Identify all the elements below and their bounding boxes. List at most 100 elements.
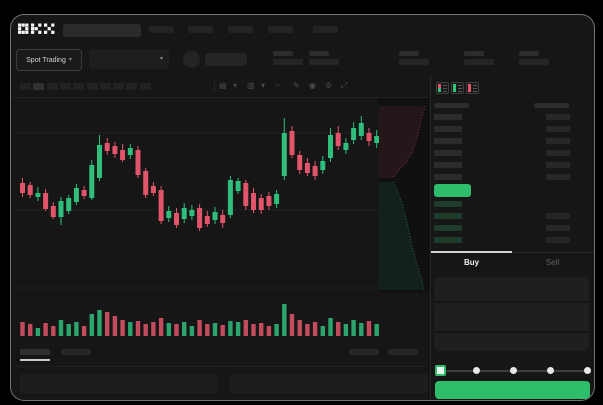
pair-selector[interactable]: ▾ [89,49,169,69]
ticker-stat-value [309,59,339,65]
ask-price-placeholder [434,126,462,132]
line-tools-icon[interactable]: ~ [275,81,280,90]
pair-name-placeholder [205,53,247,66]
nav-item[interactable] [228,26,253,33]
timeframe-button[interactable] [20,83,31,90]
trade-form-field[interactable] [434,277,589,301]
nav-item[interactable] [268,26,293,33]
depth-asks-line [392,105,426,179]
slider-stop[interactable] [584,367,591,374]
timeframe-button[interactable] [113,83,125,90]
ask-price-placeholder [434,150,462,156]
book-bids-icon[interactable] [451,82,464,94]
volume-bar [112,316,118,336]
market-type-label: Spot Trading [26,56,66,64]
slider-handle[interactable] [435,365,446,376]
candle-body [112,146,118,154]
last-price-pill[interactable] [434,184,471,197]
chevron-down-icon[interactable]: ▾ [233,81,238,90]
candle-body [266,196,272,206]
timeframe-button[interactable] [139,83,151,90]
candle-body [50,206,56,217]
toolbar-divider [214,81,215,92]
buy-submit-button[interactable] [435,381,590,399]
slider-stop[interactable] [473,367,480,374]
volume-bar [289,314,295,336]
chart-canvas[interactable] [16,98,379,338]
nav-item[interactable] [188,26,213,33]
bid-price-placeholder [434,225,462,231]
timeframe-button[interactable] [59,83,71,90]
bottom-action-2[interactable] [388,349,418,355]
ticker-stat-label [273,51,293,56]
candle-body [374,136,379,143]
candle-body [120,150,126,160]
ticker-stat-label [464,51,484,56]
toolbar-separator [11,97,429,98]
candle-body [58,201,64,217]
volume-bar [81,326,87,336]
ask-amount-placeholder [546,114,570,120]
coin-icon [183,51,200,68]
bid-amount-placeholder [546,237,570,243]
depth-bids-area [379,182,424,290]
candle-body [181,208,187,219]
timeframe-button[interactable] [99,83,111,90]
volume-bar [89,314,94,336]
depth-chart[interactable] [379,98,429,293]
chevron-down-icon[interactable]: ▾ [261,81,266,90]
nav-item[interactable] [313,26,338,33]
volume-bar [328,318,333,336]
slider-stop[interactable] [510,367,517,374]
volume-bar [158,318,164,336]
okx-logo-glyph [18,23,55,34]
volume-bar [212,323,218,336]
tab-buy[interactable]: Buy [463,258,480,267]
trade-form-field[interactable] [434,333,589,351]
camera-icon[interactable]: ◉ [309,81,316,90]
orders-row-placeholder [229,374,428,393]
bid-color-block [438,88,441,92]
chevron-down-icon: ▾ [68,56,72,63]
timeframe-button[interactable] [86,83,98,90]
bottom-action-1[interactable] [349,349,379,355]
icon-line [458,85,462,86]
icon-line [473,91,477,92]
book-combined-icon[interactable] [436,82,449,94]
volume-bar [189,326,195,336]
ask-amount-placeholder [546,138,570,144]
timeframe-button[interactable] [33,83,45,90]
volume-bar [266,326,272,336]
candle-body [220,215,226,223]
volume-bar [20,322,25,336]
candle-body [312,166,318,176]
bottom-tab-active[interactable] [20,349,50,355]
candle-body [27,185,33,195]
slider-stop[interactable] [547,367,554,374]
search-input[interactable] [63,24,141,37]
settings-icon[interactable]: ⚙ [325,81,333,90]
timeframe-button[interactable] [126,83,138,90]
volume-bar [359,323,364,336]
timeframe-button[interactable] [46,83,58,90]
candle-style-icon[interactable]: ▤ [219,81,227,90]
volume-bar [128,322,133,336]
candle-body [320,161,326,170]
depth-bids-line [392,181,425,291]
ticker-stat [309,51,343,67]
bottom-tab[interactable] [61,349,91,355]
book-asks-icon[interactable] [466,82,479,94]
ask-price-placeholder [434,114,462,120]
ask-price-placeholder [434,162,462,168]
tab-sell[interactable]: Sell [545,258,560,267]
ticker-stat-value [399,59,429,65]
color-block [468,84,471,92]
nav-item[interactable] [149,26,174,33]
market-type-selector[interactable]: Spot Trading ▾ [16,49,82,71]
timeframe-button[interactable] [73,83,85,90]
draw-icon[interactable]: ✎ [293,81,300,90]
trade-form-field[interactable] [434,303,589,331]
fullscreen-icon[interactable]: ⤢ [341,81,348,90]
indicators-icon[interactable]: ▥ [247,81,255,90]
